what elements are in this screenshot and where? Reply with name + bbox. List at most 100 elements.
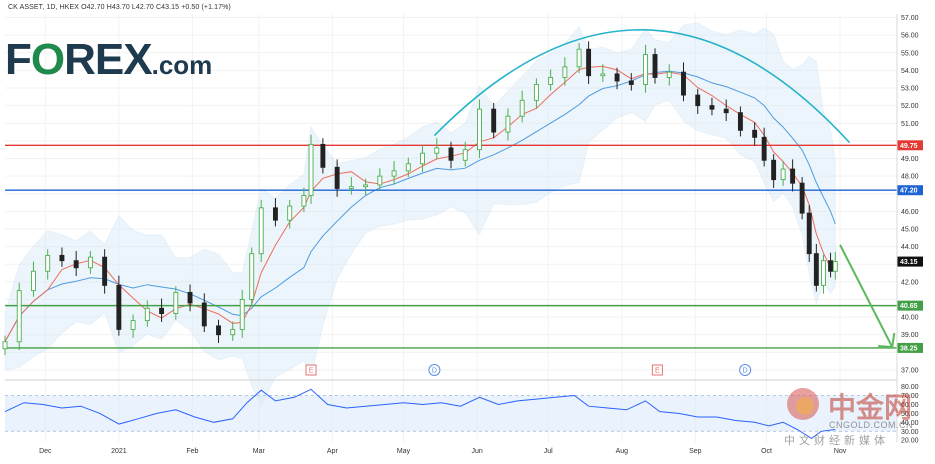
x-tick-label: Nov xyxy=(834,448,847,455)
y-tick-label: 55.00 xyxy=(901,50,919,57)
candle-body xyxy=(363,184,369,188)
candle-body xyxy=(272,207,278,221)
candle-body xyxy=(806,212,812,255)
rsi-tick-label: 30.00 xyxy=(901,429,919,436)
y-tick-label: 54.00 xyxy=(901,68,919,75)
logo-o: O xyxy=(30,35,65,84)
x-tick-label: Jul xyxy=(544,448,553,455)
projection-arrowhead xyxy=(878,332,896,349)
candle-body xyxy=(723,108,729,114)
candle-body xyxy=(187,291,193,304)
level-tag xyxy=(897,300,923,311)
y-tick-label: 51.00 xyxy=(901,121,919,128)
candle-body xyxy=(249,253,255,300)
x-tick-label: Sep xyxy=(689,448,702,455)
candle-body xyxy=(533,84,539,101)
candle-body xyxy=(239,299,245,330)
candle-body xyxy=(562,66,568,78)
candle-body xyxy=(287,205,293,221)
candle-body xyxy=(628,80,634,85)
level-tag xyxy=(897,342,923,353)
dividend-marker xyxy=(428,364,441,376)
event-letter: E xyxy=(309,368,314,375)
y-tick-label: 39.00 xyxy=(901,332,919,339)
candle-body xyxy=(230,328,236,336)
last-price-tag xyxy=(897,256,923,267)
level-tag-label: 38.25 xyxy=(900,345,918,352)
rsi-tick-label: 50.00 xyxy=(901,411,919,418)
candle-body xyxy=(405,163,411,172)
candle-body xyxy=(348,186,354,189)
level-tag-label: 49.75 xyxy=(900,143,918,150)
watermark-icon xyxy=(787,388,819,420)
candle-body xyxy=(391,170,397,177)
candle-body xyxy=(173,291,179,315)
candle-body xyxy=(752,129,758,138)
rsi-tick-label: 70.00 xyxy=(901,393,919,400)
y-tick-label: 46.00 xyxy=(901,209,919,216)
watermark-url: CNGOLD.COM.CN xyxy=(829,420,914,430)
candle-body xyxy=(828,260,834,272)
rsi-tick-label: 80.00 xyxy=(901,384,919,391)
y-tick-label: 48.00 xyxy=(901,174,919,181)
rsi-line xyxy=(4,388,836,440)
candle-body xyxy=(420,152,425,165)
candle-body xyxy=(45,254,51,272)
candle-body xyxy=(576,48,582,68)
candle-body xyxy=(600,73,606,77)
logo-f: F xyxy=(5,35,32,84)
candle-body xyxy=(614,73,620,82)
candle-body xyxy=(548,76,554,85)
candle-body xyxy=(308,143,314,196)
watermark-cn: 中金网 xyxy=(828,391,913,424)
rounding-top-arc xyxy=(433,29,851,144)
candle-body xyxy=(320,143,326,168)
candle-body xyxy=(643,54,648,85)
event-letter: D xyxy=(743,368,748,375)
candle-body xyxy=(159,307,165,315)
candle-body xyxy=(832,261,838,272)
candle-body xyxy=(334,166,340,189)
candle-body xyxy=(144,307,150,322)
x-tick-label: Mar xyxy=(253,448,266,455)
projection-arrow xyxy=(839,244,894,348)
bollinger-band xyxy=(4,22,836,406)
candle-body xyxy=(130,320,136,330)
x-tick-label: 2021 xyxy=(111,448,127,455)
candle-body xyxy=(761,136,767,161)
candle-body xyxy=(377,175,383,186)
candle-body xyxy=(666,71,672,78)
candle-body xyxy=(301,195,307,207)
candle-body xyxy=(491,108,497,133)
candle-body xyxy=(505,115,511,133)
candle-body xyxy=(586,48,592,77)
candle-body xyxy=(2,341,8,350)
candle-body xyxy=(695,94,701,107)
candle-body xyxy=(780,168,786,181)
candle-body xyxy=(258,207,264,255)
x-tick-label: Aug xyxy=(616,448,629,455)
candle-body xyxy=(434,147,440,154)
rsi-tick-label: 60.00 xyxy=(901,402,919,409)
candle-body xyxy=(681,71,686,96)
candle-body xyxy=(201,302,207,327)
candle-body xyxy=(16,290,22,343)
y-tick-label: 49.00 xyxy=(901,156,919,163)
candle-body xyxy=(448,147,454,161)
rsi-tick-label: 40.00 xyxy=(901,420,919,427)
candle-body xyxy=(771,159,777,181)
y-tick-label: 37.00 xyxy=(901,367,919,374)
x-tick-label: Apr xyxy=(327,448,339,455)
x-tick-label: Dec xyxy=(39,448,52,455)
candle-body xyxy=(790,168,796,184)
candle-body xyxy=(59,254,65,262)
level-tag-label: 40.65 xyxy=(900,303,918,310)
event-letter: E xyxy=(655,368,660,375)
logo-com: .com xyxy=(151,50,213,80)
earnings-marker xyxy=(651,364,663,376)
candle-body xyxy=(821,260,826,286)
y-tick-label: 52.00 xyxy=(901,103,919,110)
candle-body xyxy=(799,182,805,214)
